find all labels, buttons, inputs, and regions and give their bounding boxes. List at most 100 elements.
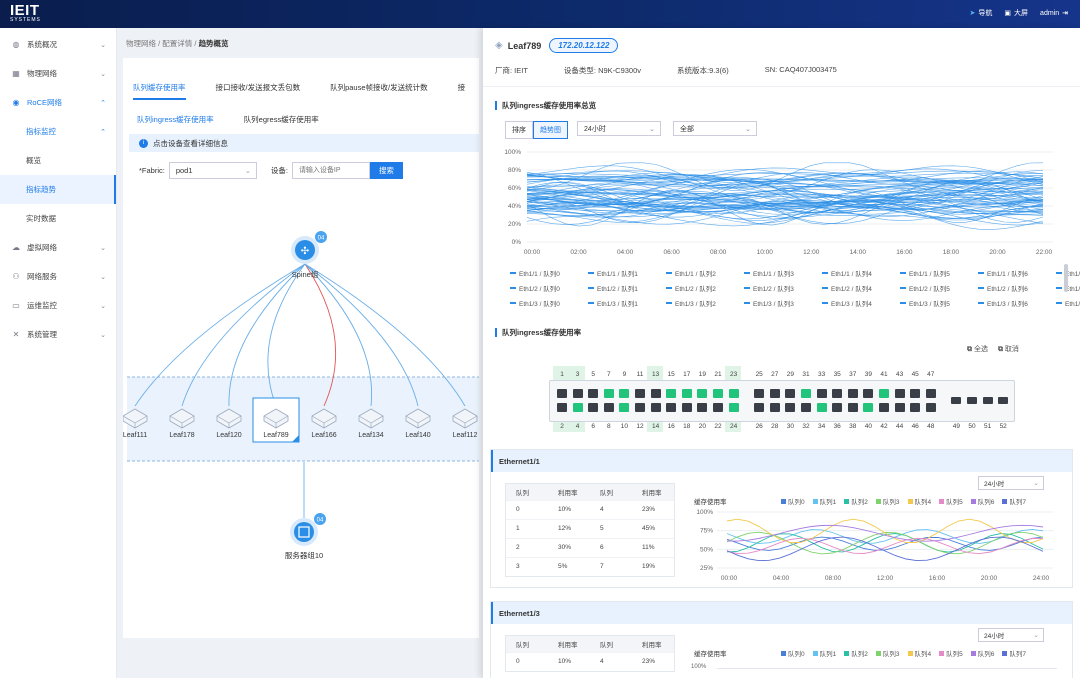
legend-item[interactable]: 队列2 [844,648,868,658]
sidebar-item-overview[interactable]: ◍ 系统概况 ⌄ [12,39,107,49]
switch-port[interactable] [635,403,645,412]
user-menu[interactable]: admin ⇥ [1040,9,1068,18]
switch-port[interactable] [681,389,692,398]
switch-port[interactable] [816,389,827,398]
leaf-node[interactable]: Leaf178 [169,408,195,439]
tab-queue-buffer[interactable]: 队列缓存使用率 [133,82,186,100]
switch-port[interactable] [801,389,811,398]
legend-item[interactable]: 队列4 [907,648,931,658]
switch-port[interactable] [879,403,889,412]
switch-port[interactable] [650,389,661,398]
switch-port[interactable] [910,403,921,412]
switch-port[interactable] [713,389,723,398]
legend-item[interactable]: 队列6 [970,648,994,658]
sidebar-item-trend[interactable]: 指标趋势 [0,175,116,204]
switch-port[interactable] [728,389,739,398]
tab-interface-drop[interactable]: 接口接收/发送报文丢包数 [215,83,301,92]
switch-port[interactable] [728,403,739,412]
switch-port[interactable] [557,403,567,412]
legend-item[interactable]: 队列0 [781,496,805,506]
switch-port[interactable] [588,403,599,412]
switch-port[interactable] [754,403,765,412]
legend-item[interactable]: 队列5 [939,648,963,658]
switch-port[interactable] [863,389,874,398]
legend-item[interactable]: Eth1/2 / 队列3 [744,283,822,293]
switch-port[interactable] [754,389,765,398]
switch-port[interactable] [666,389,677,398]
switch-port[interactable] [619,403,630,412]
legend-item[interactable]: 队列6 [970,496,994,506]
time-range-select[interactable]: 24小时 ⌄ [577,121,661,136]
legend-item[interactable]: 队列7 [1002,496,1026,506]
switch-port[interactable] [894,389,905,398]
tab-ingress[interactable]: 队列ingress缓存使用率 [137,115,214,124]
switch-port[interactable] [785,389,796,398]
legend-item[interactable]: 队列1 [812,496,836,506]
fabric-select[interactable]: pod1 ⌄ [168,162,257,179]
switch-port[interactable] [847,389,858,398]
switch-port[interactable] [769,403,780,412]
legend-item[interactable]: Eth1/3 / 队列1 [588,298,666,308]
switch-port[interactable] [697,403,708,412]
switch-port[interactable] [967,397,977,404]
switch-port[interactable] [557,389,567,398]
legend-scrollbar[interactable] [1064,264,1068,292]
switch-port[interactable] [603,389,614,398]
legend-item[interactable]: Eth1/2 / 队列2 [666,283,744,293]
legend-item[interactable]: Eth1/3 / 队列2 [666,298,744,308]
legend-item[interactable]: Eth1/3 / 队列0 [510,298,588,308]
switch-port[interactable] [816,403,827,412]
sidebar-item-service[interactable]: ⚇ 网络服务 ⌄ [12,271,106,281]
legend-item[interactable]: Eth1/3 / 队列3 [744,298,822,308]
leaf-node[interactable]: Leaf166 [311,408,337,439]
legend-item[interactable]: 队列3 [875,648,900,658]
cancel-button[interactable]: ⧉ 取消 [997,346,1019,353]
nav-button[interactable]: ➤ 导航 [969,10,993,17]
switch-port[interactable] [894,403,905,412]
leaf-node[interactable]: Leaf111 [123,408,148,439]
sidebar-item-virtual[interactable]: ☁ 虚拟网络 ⌄ [12,242,106,252]
switch-port[interactable] [847,403,858,412]
legend-item[interactable]: Eth1/1 / 队列2 [666,268,744,278]
scope-select[interactable]: 全部 ⌄ [673,121,757,136]
legend-item[interactable]: Eth1/1 / 队列7 [1056,268,1080,278]
spine-node[interactable]: ✣ 04 Spine组 [291,231,327,279]
leaf-node[interactable]: Leaf789 [252,397,300,443]
switch-port[interactable] [769,389,780,398]
switch-port[interactable] [925,403,936,412]
switch-port[interactable] [603,403,614,412]
legend-item[interactable]: Eth1/1 / 队列4 [822,268,900,278]
trend-button[interactable]: 趋势图 [533,121,568,139]
legend-item[interactable]: Eth1/1 / 队列3 [744,268,822,278]
sidebar-item-system[interactable]: ✕ 系统管理 ⌄ [12,329,106,339]
switch-port[interactable] [785,403,796,412]
legend-item[interactable]: Eth1/2 / 队列1 [588,283,666,293]
switch-port[interactable] [863,403,874,412]
legend-item[interactable]: Eth1/1 / 队列5 [900,268,978,278]
legend-item[interactable]: 队列5 [939,496,963,506]
leaf-node[interactable]: Leaf120 [216,408,242,439]
switch-port[interactable] [666,403,677,412]
legend-item[interactable]: Eth1/3 / 队列7 [1056,298,1080,308]
switch-port[interactable] [879,389,889,398]
switch-port[interactable] [925,389,936,398]
legend-item[interactable]: Eth1/3 / 队列4 [822,298,900,308]
server-node[interactable]: 04 服务器组10 [285,513,326,560]
legend-item[interactable]: Eth1/1 / 队列0 [510,268,588,278]
legend-item[interactable]: Eth1/2 / 队列6 [978,283,1056,293]
sort-button[interactable]: 排序 [505,121,533,139]
switch-port[interactable] [832,389,843,398]
switch-port[interactable] [650,403,661,412]
switch-port[interactable] [619,389,630,398]
eth-time-select[interactable]: 24小时 ⌄ [978,476,1044,490]
switch-port[interactable] [998,397,1009,404]
search-button[interactable]: 搜索 [369,162,403,179]
legend-item[interactable]: Eth1/3 / 队列5 [900,298,978,308]
sidebar-item-metrics[interactable]: 指标监控 ⌃ [26,127,106,136]
legend-item[interactable]: Eth1/1 / 队列6 [978,268,1056,278]
leaf-node[interactable]: Leaf112 [452,408,478,439]
legend-item[interactable]: Eth1/3 / 队列6 [978,298,1056,308]
switch-port[interactable] [572,389,583,398]
legend-item[interactable]: Eth1/2 / 队列4 [822,283,900,293]
legend-item[interactable]: 队列1 [812,648,836,658]
